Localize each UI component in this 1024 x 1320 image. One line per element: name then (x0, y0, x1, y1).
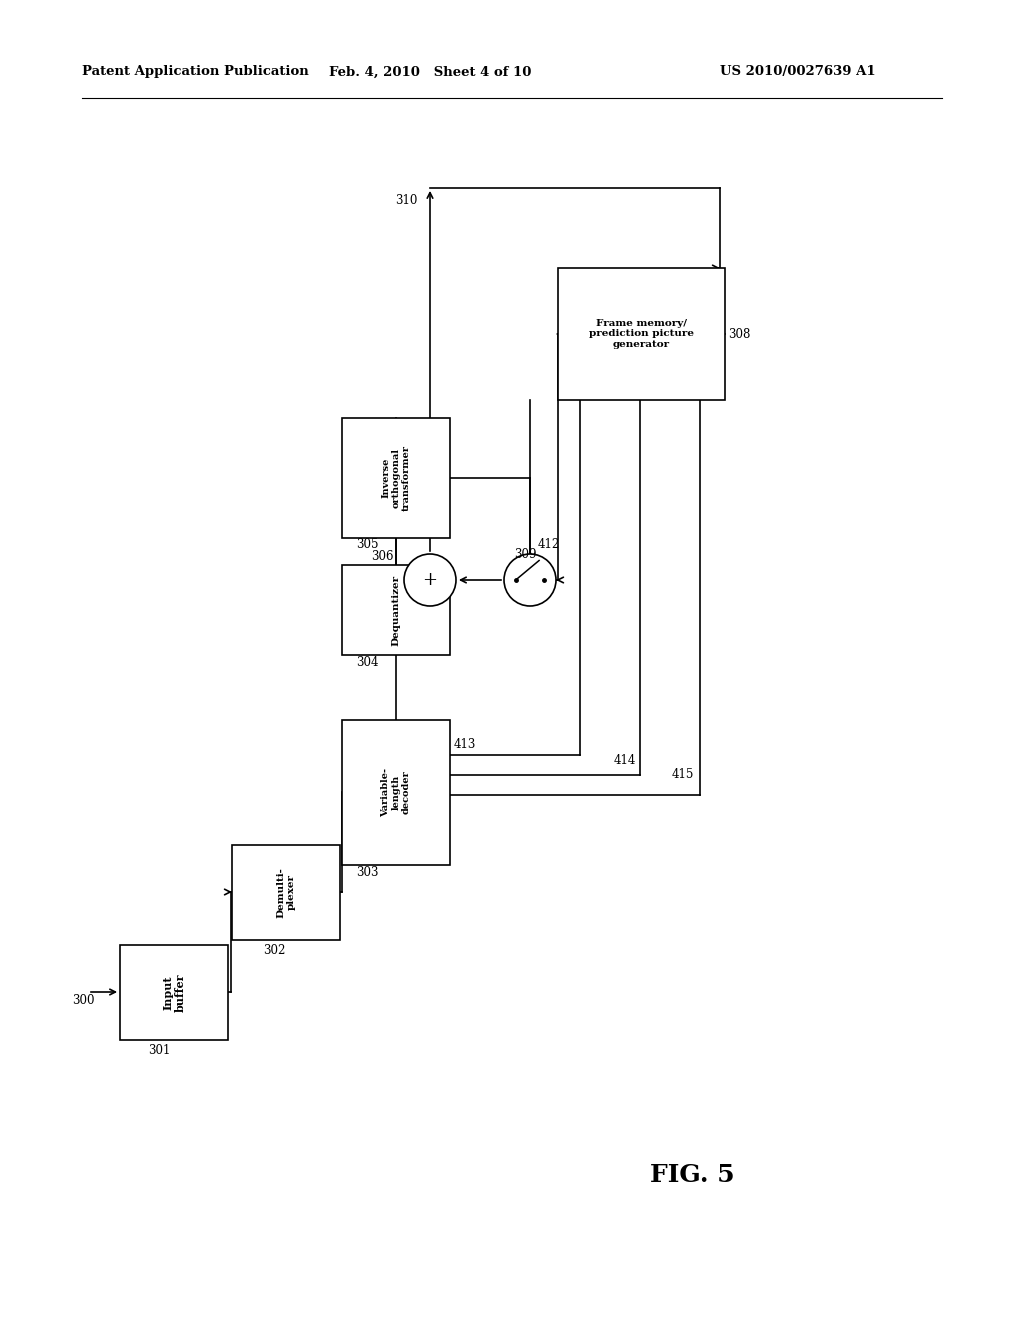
Text: 310: 310 (395, 194, 418, 206)
Text: 412: 412 (538, 537, 560, 550)
Bar (558, 268, 725, 400)
Text: 302: 302 (263, 944, 286, 957)
Text: 309: 309 (514, 549, 537, 561)
Text: Input
buffer: Input buffer (162, 973, 186, 1011)
Text: 303: 303 (356, 866, 379, 879)
Text: Feb. 4, 2010   Sheet 4 of 10: Feb. 4, 2010 Sheet 4 of 10 (329, 66, 531, 78)
Text: Variable-
length
decoder: Variable- length decoder (381, 768, 411, 817)
Text: Frame memory/
prediction picture
generator: Frame memory/ prediction picture generat… (589, 319, 694, 348)
Text: +: + (423, 572, 437, 589)
Text: 413: 413 (454, 738, 476, 751)
Bar (342, 418, 450, 539)
Text: 305: 305 (356, 537, 379, 550)
Text: US 2010/0027639 A1: US 2010/0027639 A1 (720, 66, 876, 78)
Text: Patent Application Publication: Patent Application Publication (82, 66, 309, 78)
Bar (342, 719, 450, 865)
Bar (342, 565, 450, 655)
Text: 306: 306 (372, 549, 394, 562)
Text: 304: 304 (356, 656, 379, 668)
Bar (120, 945, 228, 1040)
Text: 301: 301 (148, 1044, 170, 1056)
Circle shape (504, 554, 556, 606)
Text: Demulti-
plexer: Demulti- plexer (276, 867, 296, 917)
Text: FIG. 5: FIG. 5 (650, 1163, 734, 1187)
Bar (232, 845, 340, 940)
Circle shape (404, 554, 456, 606)
Text: 415: 415 (672, 768, 694, 781)
Text: Dequantizer: Dequantizer (391, 574, 400, 645)
Text: 300: 300 (72, 994, 94, 1006)
Text: 308: 308 (728, 327, 751, 341)
Text: 414: 414 (614, 754, 636, 767)
Text: Inverse
orthogonal
transformer: Inverse orthogonal transformer (381, 445, 411, 511)
